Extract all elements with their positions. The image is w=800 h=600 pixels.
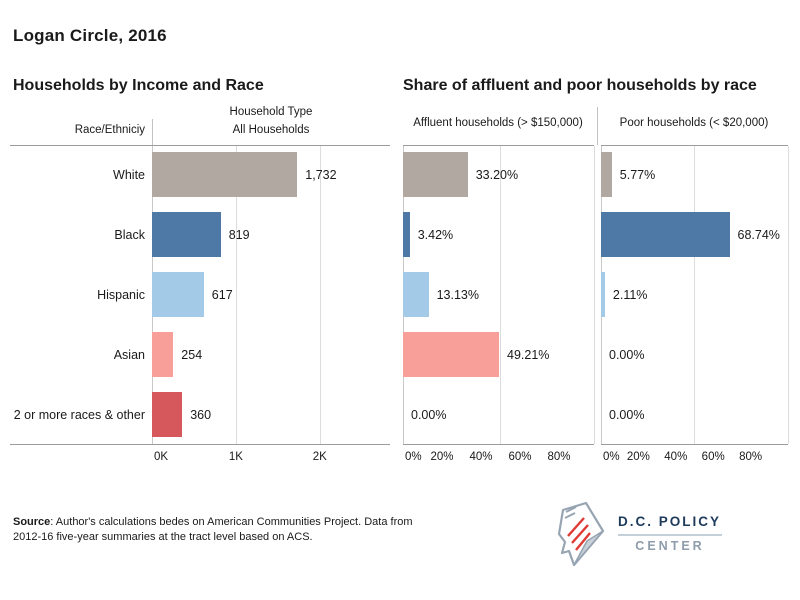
value-label: 13.13% [436, 288, 479, 302]
chart-row: 0.00% [601, 325, 788, 385]
x-tick: 40% [664, 451, 688, 463]
logo-divider-line [618, 534, 722, 536]
value-label: 68.74% [737, 228, 780, 242]
left-chart-title: Households by Income and Race [13, 77, 264, 94]
chart-row: 0.00% [403, 385, 594, 445]
logo-text-dc-policy: D.C. POLICY [618, 514, 722, 529]
bar-households-asian [152, 332, 174, 377]
value-label: 0.00% [609, 408, 645, 422]
value-label: 1,732 [305, 168, 337, 182]
category-label-black: Black [114, 228, 145, 242]
page-title: Logan Circle, 2016 [13, 26, 167, 45]
category-label-white: White [113, 168, 145, 182]
x-tick: 40% [469, 451, 493, 463]
chart-row: 13.13% [403, 265, 594, 325]
chart-row: 360 [152, 385, 390, 445]
value-label: 254 [181, 348, 203, 362]
header-underline [403, 145, 594, 146]
chart-row: 2.11% [601, 265, 788, 325]
chart-row: 1,732 [152, 145, 390, 205]
x-axis-line [10, 444, 390, 445]
chart-row: 0.00% [601, 385, 788, 445]
chart-row: 617 [152, 265, 390, 325]
x-tick: 0% [603, 451, 620, 463]
column-header-poor: Poor households (< $20,000) [619, 117, 769, 129]
category-label-two-or-more: 2 or more races & other [13, 408, 145, 422]
source-note: Source: Author's calculations bedes on A… [13, 515, 413, 545]
bar-poor-black [601, 212, 730, 257]
header-divider [597, 107, 598, 145]
chart-row: 49.21% [403, 325, 594, 385]
x-tick: 0% [405, 451, 422, 463]
value-label: 819 [228, 228, 250, 242]
chart-row: 5.77% [601, 145, 788, 205]
source-line-1: Source: Author's calculations bedes on A… [13, 516, 413, 528]
x-tick: 20% [626, 451, 650, 463]
gridline-1k [236, 146, 237, 444]
value-label: 3.42% [417, 228, 454, 242]
source-line-2: 2012-16 five-year summaries at the tract… [13, 531, 313, 543]
chart-row: 68.74% [601, 205, 788, 265]
dc-map-logo-icon [557, 501, 605, 567]
header-divider [152, 119, 153, 145]
value-label: 5.77% [619, 168, 656, 182]
x-tick: 80% [739, 451, 763, 463]
logo-text-center: CENTER [635, 539, 705, 553]
source-label: Source [13, 516, 51, 528]
column-header-affluent: Affluent households (> $150,000) [413, 117, 583, 129]
gridline-50pct [694, 146, 695, 444]
chart-row: 819 [152, 205, 390, 265]
header-underline [601, 145, 788, 146]
bar-affluent-asian [403, 332, 499, 377]
bar-affluent-white [403, 152, 468, 197]
gridline-2k [320, 146, 321, 444]
bar-households-hispanic [152, 272, 204, 317]
gridline-50pct [500, 146, 501, 444]
x-axis-line [601, 444, 788, 445]
value-label: 0.00% [609, 348, 645, 362]
bar-poor-white [601, 152, 612, 197]
bar-households-two-or-more [152, 392, 183, 437]
bar-households-white [152, 152, 298, 197]
gridline-100pct [594, 146, 595, 444]
bar-poor-hispanic [601, 272, 605, 317]
x-tick: 80% [547, 451, 571, 463]
gridline-100pct [788, 146, 789, 444]
chart-row: 254 [152, 325, 390, 385]
x-tick: 60% [508, 451, 532, 463]
category-label-hispanic: Hispanic [97, 288, 145, 302]
value-label: 0.00% [411, 408, 447, 422]
value-label: 33.20% [475, 168, 519, 182]
bar-affluent-hispanic [403, 272, 429, 317]
row-header-race-ethnicity: Race/Ethniciy [74, 124, 145, 136]
dc-policy-center-logo: D.C. POLICY CENTER [556, 498, 796, 578]
value-label: 617 [211, 288, 233, 302]
x-tick: 0K [154, 451, 169, 463]
x-tick: 1K [228, 451, 243, 463]
x-tick: 2K [312, 451, 327, 463]
header-underline [10, 145, 390, 146]
column-header-household-type: Household Type [229, 106, 313, 118]
x-axis-line [403, 444, 594, 445]
right-charts-title: Share of affluent and poor households by… [403, 77, 757, 94]
value-label: 49.21% [507, 348, 550, 362]
column-header-all-households: All Households [232, 124, 310, 136]
category-label-asian: Asian [113, 348, 145, 362]
x-tick: 20% [430, 451, 454, 463]
value-label: 2.11% [612, 288, 648, 302]
bar-households-black [152, 212, 221, 257]
chart-row: 33.20% [403, 145, 594, 205]
value-label: 360 [190, 408, 212, 422]
chart-row: 3.42% [403, 205, 594, 265]
bar-affluent-black [403, 212, 410, 257]
x-tick: 60% [701, 451, 725, 463]
